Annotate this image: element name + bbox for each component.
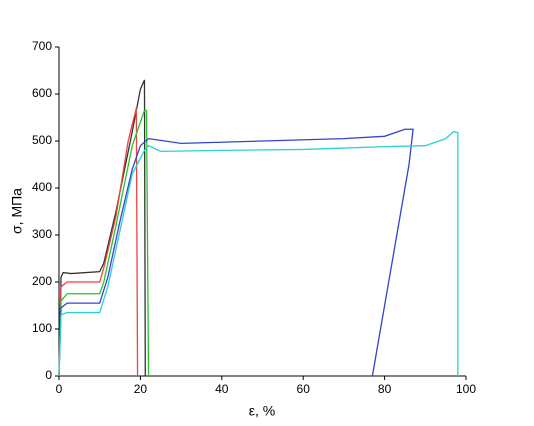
- series-line: [58, 130, 459, 377]
- series-line: [58, 109, 150, 377]
- y-tick-label: 700: [32, 39, 52, 53]
- x-tick-label: 20: [134, 382, 148, 396]
- series-line: [58, 107, 139, 377]
- y-tick-label: 600: [32, 86, 52, 100]
- x-tick-label: 60: [297, 382, 311, 396]
- x-tick-label: 100: [456, 382, 476, 396]
- series-line: [58, 128, 414, 377]
- y-tick-label: 500: [32, 133, 52, 147]
- x-axis-label: ε, %: [249, 403, 275, 419]
- series-line: [58, 79, 146, 377]
- x-tick-label: 80: [378, 382, 392, 396]
- y-tick-label: 100: [32, 321, 52, 335]
- y-axis-label: σ, МПа: [9, 188, 25, 234]
- x-tick-label: 40: [215, 382, 229, 396]
- y-tick-label: 0: [45, 368, 52, 382]
- y-tick-label: 300: [32, 227, 52, 241]
- x-tick-label: 0: [56, 382, 63, 396]
- y-tick-label: 200: [32, 274, 52, 288]
- y-tick-label: 400: [32, 180, 52, 194]
